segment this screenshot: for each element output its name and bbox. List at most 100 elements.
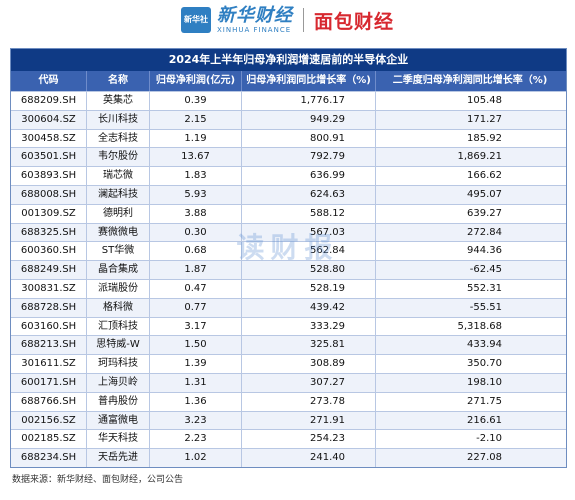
cell-q2-growth: 272.84 bbox=[467, 226, 502, 238]
cell-name: 长川科技 bbox=[87, 110, 150, 129]
cell-q2-growth: 271.75 bbox=[467, 395, 502, 407]
mianbao-finance-logo: 面包财经 bbox=[313, 10, 394, 33]
cell-q2-growth: 944.36 bbox=[467, 245, 502, 257]
cell-code: 688234.SH bbox=[11, 449, 87, 467]
header-profit-growth: 归母净利润同比增长率（%) bbox=[242, 71, 376, 91]
cell-net-profit: 3.23 bbox=[150, 411, 242, 430]
table-row: 688008.SH 澜起科技 5.93 624.63 495.07 bbox=[11, 184, 566, 204]
table-row: 600171.SH 上海贝岭 1.31 307.27 198.10 bbox=[11, 372, 566, 392]
cell-code: 001309.SZ bbox=[11, 204, 87, 223]
table-row: 603160.SH 汇顶科技 3.17 333.29 5,318.68 bbox=[11, 316, 566, 336]
cell-profit-growth: 325.81 bbox=[242, 336, 376, 355]
table-row: 002185.SZ 华天科技 2.23 254.23 -2.10 bbox=[11, 429, 566, 449]
cell-profit-growth: 528.80 bbox=[242, 261, 376, 279]
cell-profit-growth: 254.23 bbox=[242, 430, 376, 449]
cell-name: 天岳先进 bbox=[87, 449, 150, 467]
cell-profit-growth: 308.89 bbox=[242, 355, 376, 373]
cell-code: 688008.SH bbox=[11, 185, 87, 204]
table-row: 688249.SH 晶合集成 1.87 528.80 -62.45 bbox=[11, 260, 566, 279]
table-row: 688766.SH 普冉股份 1.36 273.78 271.75 bbox=[11, 391, 566, 411]
cell-q2-growth: 433.94 bbox=[467, 339, 502, 351]
data-source-note: 数据来源：新华财经、面包财经，公司公告 bbox=[12, 475, 184, 485]
semiconductor-table: 2024年上半年归母净利润增速居前的半导体企业 代码 名称 归母净利润(亿元) … bbox=[10, 48, 567, 468]
cell-profit-growth: 241.40 bbox=[242, 449, 376, 467]
table-row: 688728.SH 格科微 0.77 439.42 -55.51 bbox=[11, 297, 566, 317]
cell-profit-growth: 949.29 bbox=[242, 110, 376, 129]
cell-profit-growth: 792.79 bbox=[242, 148, 376, 167]
cell-q2-growth: 227.08 bbox=[467, 452, 502, 464]
cell-q2-growth: -55.51 bbox=[469, 301, 502, 313]
cell-q2-growth: 5,318.68 bbox=[457, 320, 502, 332]
cell-net-profit: 0.68 bbox=[150, 242, 242, 261]
cell-name: 格科微 bbox=[87, 298, 150, 317]
header-net-profit: 归母净利润(亿元) bbox=[150, 71, 242, 91]
cell-net-profit: 3.17 bbox=[150, 317, 242, 336]
cell-code: 688766.SH bbox=[11, 392, 87, 411]
cell-name: ST华微 bbox=[87, 242, 150, 261]
cell-code: 002185.SZ bbox=[11, 430, 87, 449]
cell-code: 300831.SZ bbox=[11, 279, 87, 298]
cell-q2-growth: 1,869.21 bbox=[457, 151, 502, 163]
table-row: 688325.SH 赛微微电 0.30 567.03 272.84 bbox=[11, 222, 566, 242]
cell-code: 688209.SH bbox=[11, 92, 87, 110]
cell-profit-growth: 439.42 bbox=[242, 298, 376, 317]
cell-net-profit: 1.83 bbox=[150, 167, 242, 185]
table-row: 301611.SZ 珂玛科技 1.39 308.89 350.70 bbox=[11, 354, 566, 373]
cell-code: 002156.SZ bbox=[11, 411, 87, 430]
cell-code: 301611.SZ bbox=[11, 355, 87, 373]
table-row: 001309.SZ 德明利 3.88 588.12 639.27 bbox=[11, 203, 566, 223]
cell-name: 瑞芯微 bbox=[87, 167, 150, 185]
cell-q2-growth: -62.45 bbox=[469, 264, 502, 276]
cell-name: 德明利 bbox=[87, 204, 150, 223]
cell-code: 688728.SH bbox=[11, 298, 87, 317]
cell-code: 600360.SH bbox=[11, 242, 87, 261]
cell-name: 英集芯 bbox=[87, 92, 150, 110]
table-header-row: 代码 名称 归母净利润(亿元) 归母净利润同比增长率（%) 二季度归母净利润同比… bbox=[11, 71, 566, 91]
cell-net-profit: 1.19 bbox=[150, 129, 242, 148]
cell-name: 普冉股份 bbox=[87, 392, 150, 411]
cell-net-profit: 1.36 bbox=[150, 392, 242, 411]
cell-name: 汇顶科技 bbox=[87, 317, 150, 336]
table-body: 688209.SH 英集芯 0.39 1,776.17 105.48 300604.SZ 长… bbox=[11, 91, 566, 467]
table-row: 002156.SZ 通富微电 3.23 271.91 216.61 bbox=[11, 410, 566, 430]
cell-code: 300458.SZ bbox=[11, 129, 87, 148]
cell-net-profit: 1.02 bbox=[150, 449, 242, 467]
cell-code: 603160.SH bbox=[11, 317, 87, 336]
cell-net-profit: 0.77 bbox=[150, 298, 242, 317]
cell-q2-growth: 185.92 bbox=[467, 132, 502, 144]
cell-profit-growth: 333.29 bbox=[242, 317, 376, 336]
cell-code: 688249.SH bbox=[11, 261, 87, 279]
cell-code: 600171.SH bbox=[11, 373, 87, 392]
xinhua-seal-logo: 新华社 bbox=[180, 7, 211, 33]
table-row: 300604.SZ 长川科技 2.15 949.29 171.27 bbox=[11, 109, 566, 129]
cell-code: 300604.SZ bbox=[11, 110, 87, 129]
cell-name: 通富微电 bbox=[87, 411, 150, 430]
cell-profit-growth: 273.78 bbox=[242, 392, 376, 411]
cell-profit-growth: 528.19 bbox=[242, 279, 376, 298]
cell-name: 上海贝岭 bbox=[87, 373, 150, 392]
cell-code: 688213.SH bbox=[11, 336, 87, 355]
table-row: 300831.SZ 派瑞股份 0.47 528.19 552.31 bbox=[11, 278, 566, 298]
cell-net-profit: 0.30 bbox=[150, 223, 242, 242]
cell-profit-growth: 271.91 bbox=[242, 411, 376, 430]
cell-name: 赛微微电 bbox=[87, 223, 150, 242]
cell-q2-growth: 350.70 bbox=[467, 358, 502, 370]
cell-profit-growth: 800.91 bbox=[242, 129, 376, 148]
logo-divider bbox=[302, 8, 304, 32]
cell-name: 华天科技 bbox=[87, 430, 150, 449]
cell-net-profit: 5.93 bbox=[150, 185, 242, 204]
cell-name: 派瑞股份 bbox=[87, 279, 150, 298]
table-row: 688234.SH 天岳先进 1.02 241.40 227.08 bbox=[11, 448, 566, 467]
cell-name: 全志科技 bbox=[87, 129, 150, 148]
cell-net-profit: 2.23 bbox=[150, 430, 242, 449]
cell-name: 澜起科技 bbox=[87, 185, 150, 204]
cell-net-profit: 1.31 bbox=[150, 373, 242, 392]
xinhua-finance-name: 新华财经 bbox=[216, 5, 293, 26]
cell-profit-growth: 624.63 bbox=[242, 185, 376, 204]
cell-q2-growth: 552.31 bbox=[467, 282, 502, 294]
cell-q2-growth: 166.62 bbox=[467, 170, 502, 182]
cell-net-profit: 0.39 bbox=[150, 92, 242, 110]
header-q2-growth: 二季度归母净利润同比增长率（%) bbox=[392, 75, 548, 86]
table-row: 688209.SH 英集芯 0.39 1,776.17 105.48 bbox=[11, 91, 566, 110]
cell-q2-growth: 639.27 bbox=[467, 207, 502, 219]
